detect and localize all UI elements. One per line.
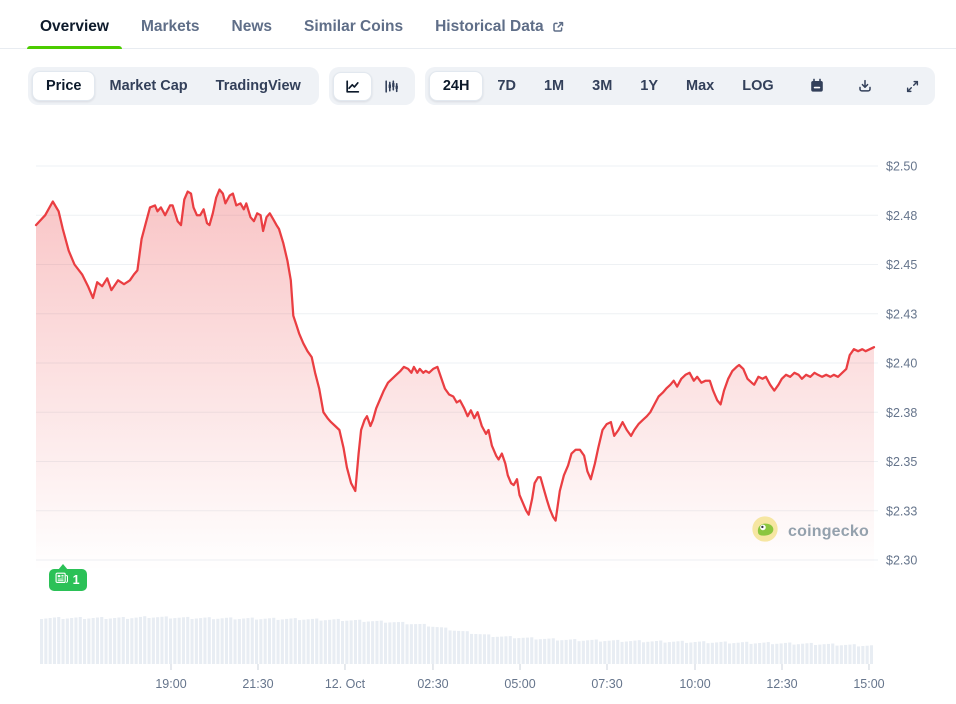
x-axis-tick-label: 10:00 (679, 677, 710, 691)
x-axis-tick-label: 12. Oct (325, 677, 366, 691)
button-label: 3M (592, 78, 613, 94)
y-axis-labels: $2.50 $2.48 $2.45 $2.43 $2.40 $2.38 $2.35 $2.33… (886, 160, 917, 568)
calendar-icon (809, 78, 825, 94)
chart-type-toggle-group (328, 67, 415, 105)
tab-label: Markets (140, 18, 200, 35)
tab-label: Overview (40, 18, 109, 35)
chart-type-button-line-chart-icon[interactable] (332, 71, 372, 101)
range-button-3m[interactable]: 3M (578, 71, 626, 101)
metric-button-price[interactable]: Price (32, 71, 96, 101)
line-chart-icon (344, 78, 361, 95)
tab-news[interactable]: News (219, 10, 286, 48)
range-button-max[interactable]: Max (672, 71, 728, 101)
news-annotation-count: 1 (72, 572, 80, 587)
range-button-7d[interactable]: 7D (483, 71, 530, 101)
x-axis-labels: 19:00 21:30 12. Oct 02:30 05:00 07:30 10:00 12:… (155, 677, 884, 691)
range-button-1y[interactable]: 1Y (626, 71, 672, 101)
chart-type-button-candlestick-chart-icon[interactable] (372, 72, 411, 101)
button-label: 7D (497, 78, 516, 94)
button-label: Price (46, 78, 82, 94)
x-axis-tick-label: 12:30 (766, 677, 797, 691)
price-line-series (34, 188, 876, 522)
y-axis-tick-label: $2.48 (886, 209, 917, 223)
tab-bar: Overview Markets News Similar Coins Historic… (0, 10, 956, 49)
chart-area: $2.50 $2.48 $2.45 $2.43 $2.40 $2.38 $2.35 $2.33… (0, 131, 956, 697)
x-axis-ticks (170, 664, 870, 670)
chart-toolbar: Price Market Cap TradingView 24H 7D 1M 3M 1Y Ma… (28, 67, 935, 105)
y-axis-tick-label: $2.38 (886, 406, 917, 420)
y-axis-tick-label: $2.45 (886, 258, 917, 272)
y-axis-tick-label: $2.43 (886, 307, 917, 321)
chart-navigator[interactable] (40, 616, 873, 664)
tab-similar-coins[interactable]: Similar Coins (291, 10, 416, 48)
tab-markets[interactable]: Markets (128, 10, 213, 48)
button-label: 1M (543, 78, 565, 94)
metric-button-tradingview[interactable]: TradingView (202, 71, 315, 101)
x-axis-tick-label: 21:30 (242, 677, 273, 691)
button-label: 1Y (640, 78, 659, 94)
range-toggle-group: 24H 7D 1M 3M 1Y Max LOG (424, 67, 935, 105)
x-axis-tick-label: 05:00 (504, 677, 535, 691)
newspaper-icon (55, 572, 69, 588)
button-label: TradingView (215, 78, 301, 94)
range-button-log[interactable]: LOG (728, 71, 787, 101)
button-label: Market Cap (109, 78, 188, 94)
range-button-24h[interactable]: 24H (428, 71, 484, 101)
toolbar-button-expand-icon[interactable] (894, 73, 931, 100)
x-axis-tick-label: 07:30 (591, 677, 622, 691)
metric-toggle-group: Price Market Cap TradingView (28, 67, 319, 105)
range-button-1m[interactable]: 1M (530, 71, 578, 101)
candlestick-chart-icon (383, 78, 400, 95)
y-axis-tick-label: $2.50 (886, 160, 917, 174)
metric-button-market-cap[interactable]: Market Cap (95, 71, 201, 101)
tab-label: News (231, 18, 273, 35)
download-icon (857, 78, 873, 94)
toolbar-button-calendar-icon[interactable] (798, 72, 836, 100)
button-label: Max (686, 78, 715, 94)
tab-label: Similar Coins (304, 18, 404, 35)
news-annotation-badge[interactable]: 1 (48, 564, 87, 591)
price-area-fill (36, 189, 874, 571)
expand-icon (905, 79, 920, 94)
y-axis-tick-label: $2.40 (886, 357, 917, 371)
x-axis-tick-label: 19:00 (155, 677, 186, 691)
button-label: LOG (742, 78, 774, 94)
button-label: 24H (442, 78, 470, 94)
x-axis-tick-label: 15:00 (853, 677, 884, 691)
y-axis-tick-label: $2.33 (886, 504, 917, 518)
price-chart[interactable]: $2.50 $2.48 $2.45 $2.43 $2.40 $2.38 $2.35 $2.33… (0, 131, 956, 697)
tab-label: Historical Data (435, 18, 544, 35)
x-axis-tick-label: 02:30 (417, 677, 448, 691)
y-axis-tick-label: $2.30 (886, 554, 917, 568)
toolbar-button-download-icon[interactable] (846, 72, 884, 100)
tab-overview[interactable]: Overview (27, 10, 122, 49)
tab-historical-data[interactable]: Historical Data (422, 10, 578, 48)
y-axis-tick-label: $2.35 (886, 455, 917, 469)
external-link-icon (551, 20, 565, 34)
